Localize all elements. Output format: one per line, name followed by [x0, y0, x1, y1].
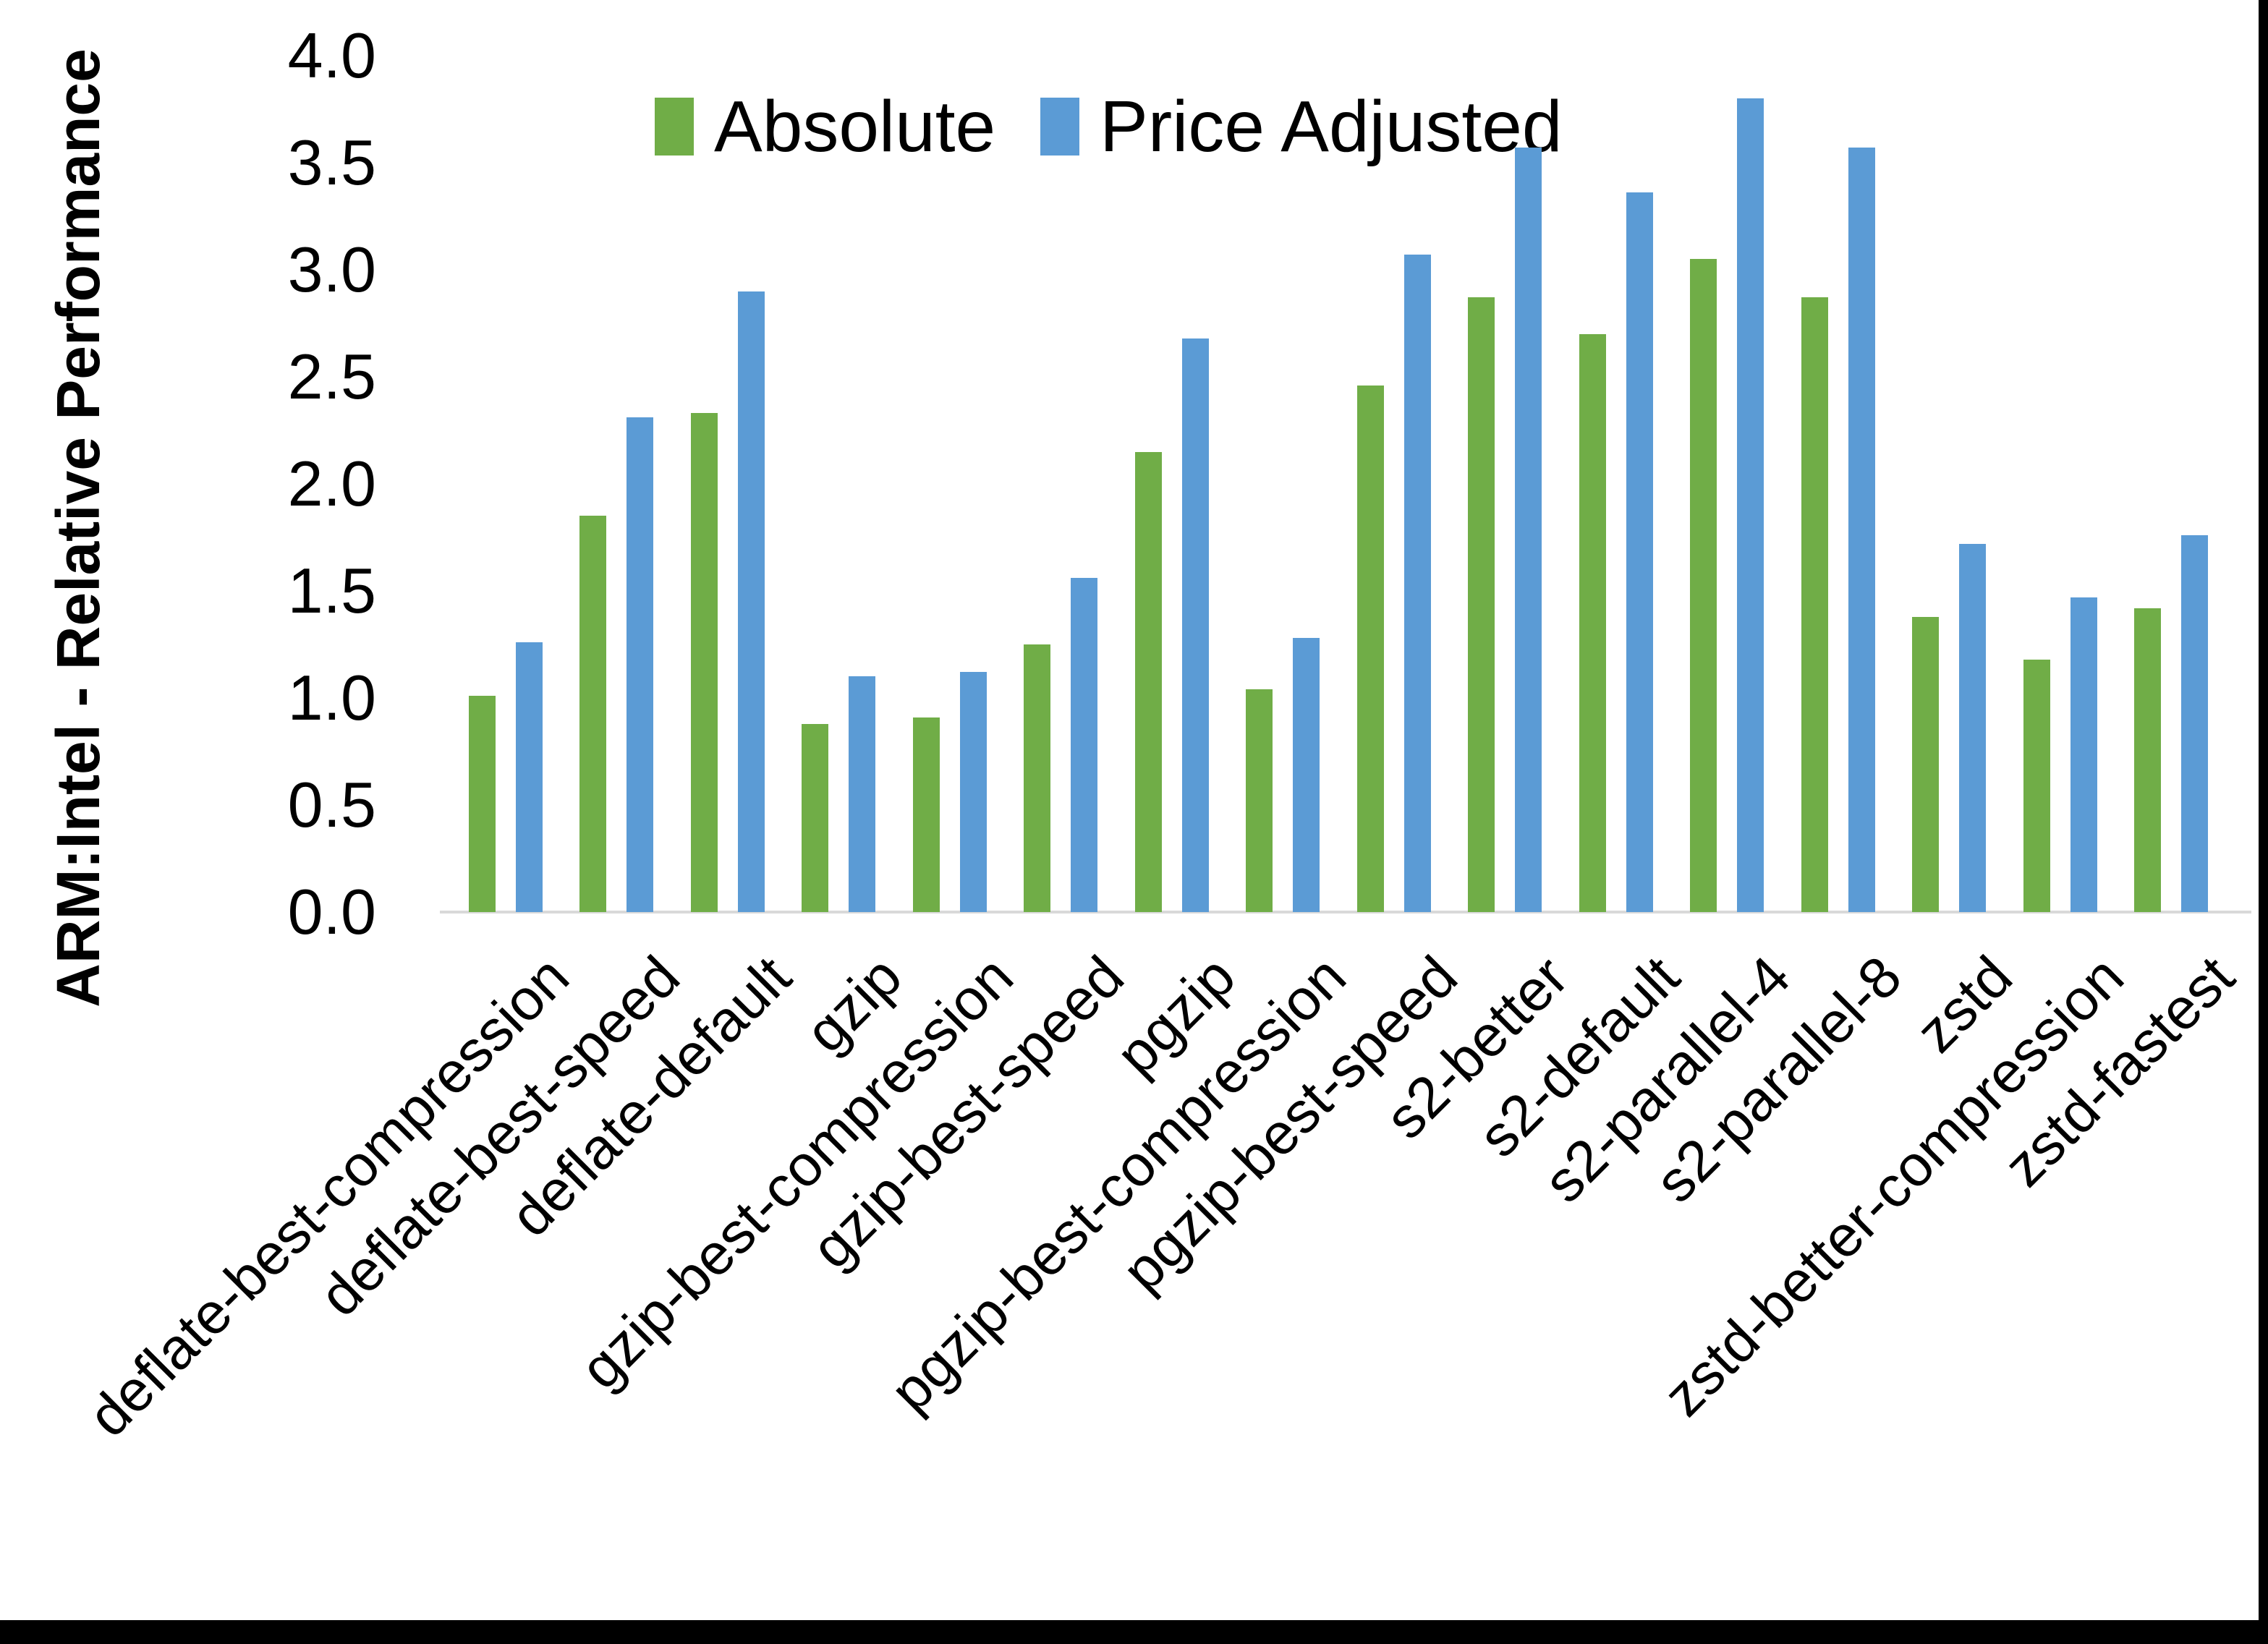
bar-absolute-deflate-default	[690, 413, 718, 912]
bar-price-adjusted-s2-better	[1515, 148, 1542, 912]
bar-price-adjusted-s2-parallel-8	[1848, 148, 1875, 912]
bar-absolute-s2-better	[1468, 297, 1495, 912]
y-tick-label-3.5: 3.5	[287, 127, 376, 198]
y-tick-label-2.5: 2.5	[287, 341, 376, 412]
y-tick-label-0.5: 0.5	[287, 769, 376, 840]
y-tick-label-1.0: 1.0	[287, 662, 376, 733]
bar-absolute-gzip-best-compression	[912, 717, 940, 912]
bar-price-adjusted-deflate-default	[737, 291, 765, 912]
legend: Absolute Price Adjusted	[655, 90, 1562, 163]
legend-item-absolute: Absolute	[655, 90, 995, 163]
bar-price-adjusted-zstd	[1959, 544, 1987, 912]
bar-absolute-s2-default	[1579, 334, 1606, 912]
bar-absolute-s2-parallel-4	[1690, 259, 1717, 912]
bar-price-adjusted-pgzip-best-compression	[1293, 638, 1320, 912]
bar-absolute-pgzip-best-compression	[1246, 689, 1273, 912]
bar-price-adjusted-deflate-best-compression	[515, 642, 543, 912]
bar-price-adjusted-zstd-fastest	[2181, 535, 2209, 912]
bar-price-adjusted-deflate-best-speed	[627, 417, 654, 912]
y-tick-label-1.5: 1.5	[287, 555, 376, 626]
bar-absolute-s2-parallel-8	[1801, 297, 1828, 912]
bar-absolute-zstd	[1912, 617, 1940, 912]
bar-absolute-zstd-fastest	[2134, 608, 2162, 912]
bar-absolute-deflate-best-compression	[468, 696, 496, 912]
bar-absolute-gzip-best-speed	[1024, 644, 1051, 912]
x-axis-line	[440, 911, 2251, 913]
y-tick-label-4.0: 4.0	[287, 20, 376, 91]
bar-absolute-pgzip	[1134, 452, 1162, 912]
y-tick-label-3.0: 3.0	[287, 234, 376, 305]
legend-label-price-adjusted: Price Adjusted	[1100, 86, 1563, 167]
bar-price-adjusted-s2-default	[1626, 192, 1653, 912]
legend-label-absolute: Absolute	[714, 86, 996, 167]
bar-price-adjusted-zstd-better-compression	[2070, 597, 2097, 912]
bar-price-adjusted-gzip-best-speed	[1071, 578, 1098, 912]
legend-item-price-adjusted: Price Adjusted	[1040, 90, 1562, 163]
bar-absolute-deflate-best-speed	[579, 516, 607, 912]
y-tick-label-0.0: 0.0	[287, 876, 376, 947]
bar-absolute-pgzip-best-speed	[1356, 386, 1384, 912]
bar-absolute-zstd-better-compression	[2023, 660, 2050, 912]
legend-swatch-absolute	[655, 98, 694, 156]
bar-price-adjusted-pgzip-best-speed	[1403, 255, 1431, 912]
bar-price-adjusted-pgzip	[1181, 338, 1209, 912]
bar-price-adjusted-gzip-best-compression	[959, 672, 987, 912]
bar-price-adjusted-s2-parallel-4	[1737, 98, 1764, 912]
y-tick-label-2.0: 2.0	[287, 448, 376, 519]
bar-price-adjusted-gzip	[849, 676, 876, 912]
bar-absolute-gzip	[802, 724, 829, 912]
legend-swatch-price-adjusted	[1040, 98, 1080, 156]
